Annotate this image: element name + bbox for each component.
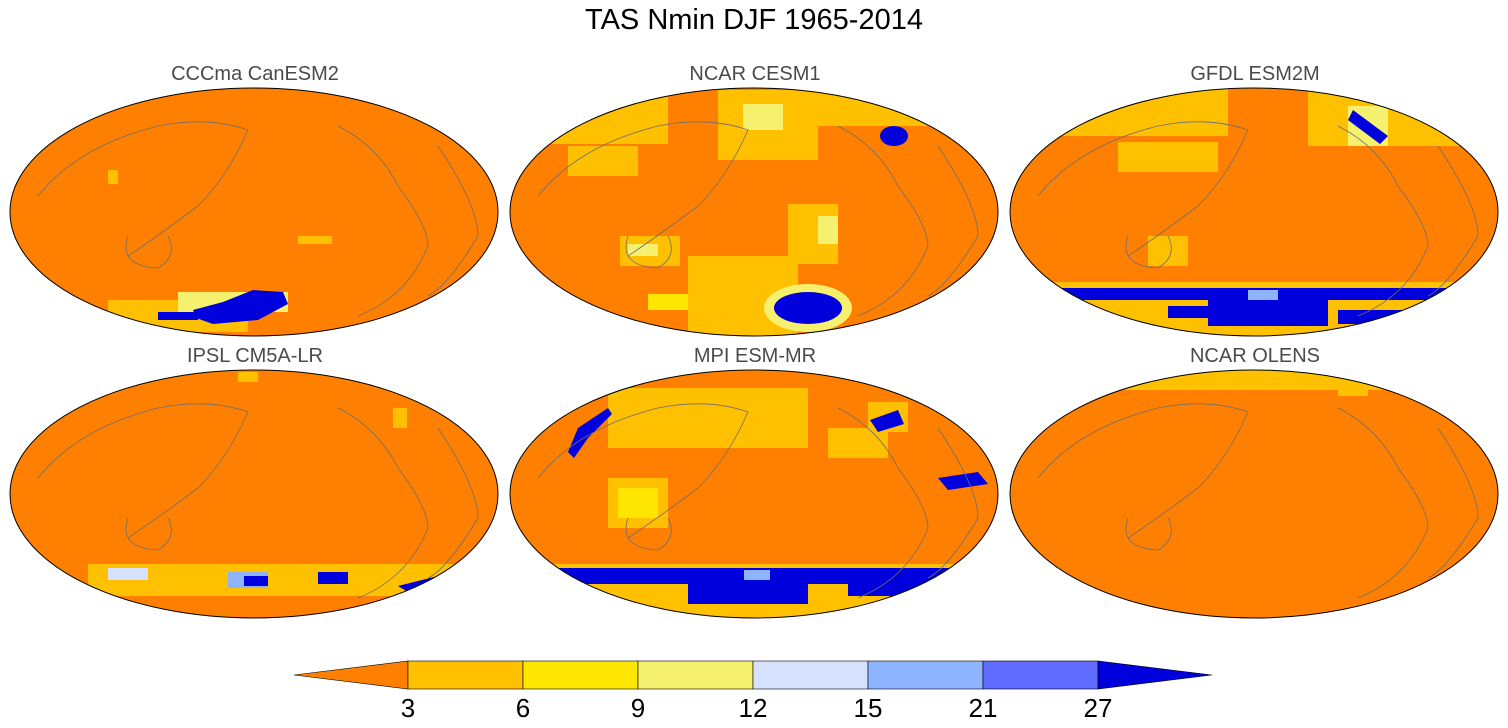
map-panel-olens — [1009, 369, 1499, 619]
colorbar-segment-6-9 — [522, 660, 639, 690]
colorbar-segment-15-21 — [867, 660, 984, 690]
colorbar-label-9: 9 — [630, 693, 646, 723]
colorbar-segment-9-12 — [637, 660, 754, 690]
colorbar-segment-12-15 — [752, 660, 869, 690]
colorbar-label-3: 3 — [400, 693, 416, 723]
colorbar-segment-below-3 — [293, 660, 409, 690]
colorbar-label-27: 27 — [1083, 693, 1113, 723]
panel-title-cesm1: NCAR CESM1 — [689, 63, 821, 85]
colorbar-label-6: 6 — [515, 693, 531, 723]
colorbar-segment-21-27 — [982, 660, 1099, 690]
panel-title-esm2m: GFDL ESM2M — [1190, 63, 1320, 85]
colorbar-label-21: 21 — [968, 693, 998, 723]
colorbar-label-12: 12 — [738, 693, 768, 723]
map-panel-cesm1 — [509, 87, 999, 337]
colorbar-segment-3-6 — [407, 660, 524, 690]
map-panel-cm5a-lr — [9, 369, 499, 619]
figure-title: TAS Nmin DJF 1965-2014 — [585, 4, 923, 36]
panel-title-cm5a-lr: IPSL CM5A-LR — [187, 345, 323, 367]
panel-title-esm-mr: MPI ESM-MR — [693, 345, 817, 367]
panel-title-olens: NCAR OLENS — [1189, 345, 1321, 367]
colorbar — [293, 660, 1213, 690]
map-panel-esm2m — [1009, 87, 1499, 337]
panel-title-canesm2: CCCma CanESM2 — [171, 63, 339, 85]
colorbar-label-15: 15 — [853, 693, 883, 723]
colorbar-segment-above-27 — [1097, 660, 1213, 690]
map-panel-canesm2 — [9, 87, 499, 337]
map-panel-esm-mr — [509, 369, 999, 619]
